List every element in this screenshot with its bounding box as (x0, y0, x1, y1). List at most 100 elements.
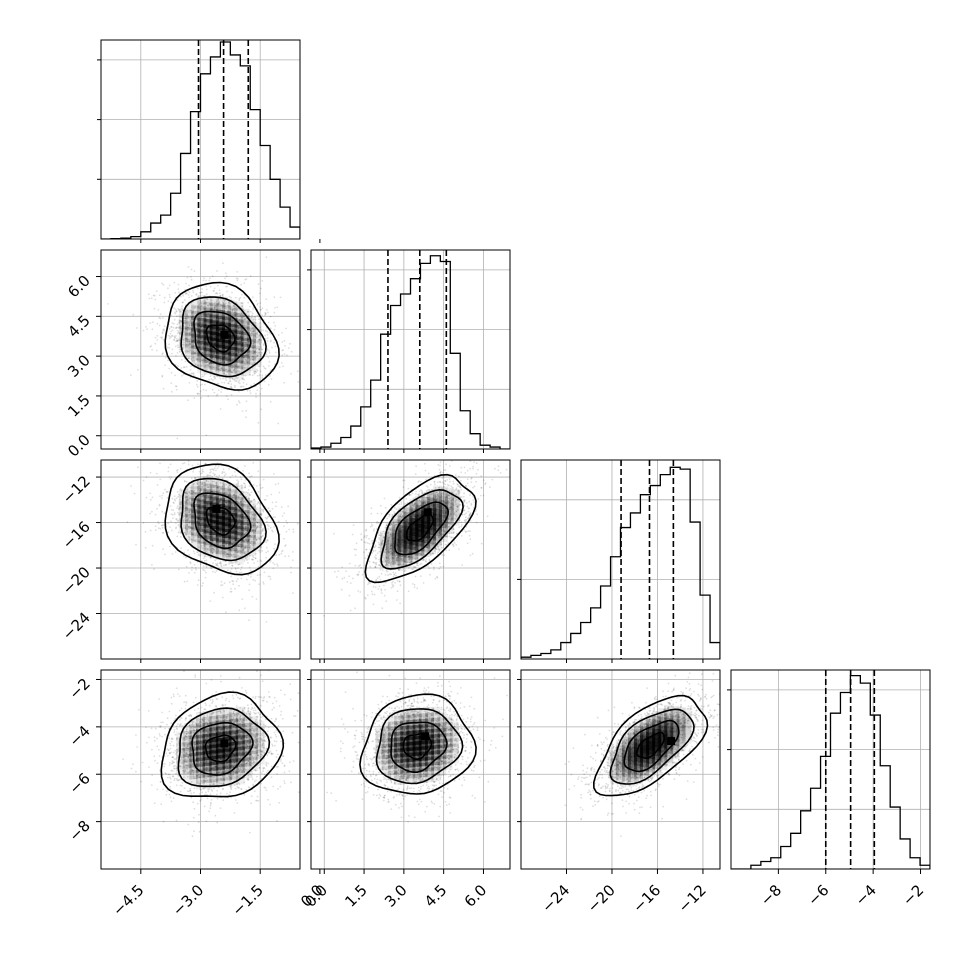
sample-point (277, 520, 280, 523)
sample-point (214, 292, 217, 295)
sample-point (241, 302, 244, 304)
sample-point (259, 321, 262, 324)
sample-point (245, 278, 248, 280)
sample-point (200, 291, 203, 294)
sample-point (337, 570, 340, 573)
sample-point (276, 564, 279, 567)
sample-point (218, 309, 221, 312)
sample-point (209, 487, 212, 490)
sample-point (171, 329, 174, 332)
sample-point (172, 517, 174, 519)
sample-point (163, 512, 166, 515)
sample-point (189, 309, 192, 312)
sample-point (255, 351, 258, 353)
sample-point (233, 366, 235, 369)
sample-point (171, 322, 174, 324)
sample-point (259, 513, 261, 516)
sample-point (207, 316, 209, 318)
sample-point (285, 530, 288, 533)
sample-point (266, 340, 269, 342)
sample-point (201, 376, 203, 378)
sample-point (167, 470, 170, 473)
sample-point (427, 565, 429, 568)
sample-point (292, 551, 294, 553)
sample-point (190, 372, 193, 375)
sample-point (257, 340, 259, 343)
sample-point (247, 324, 250, 326)
sample-point (242, 342, 244, 344)
sample-point (237, 338, 240, 340)
sample-point (167, 300, 170, 303)
sample-point (171, 334, 174, 337)
sample-point (235, 317, 238, 320)
sample-point (174, 312, 177, 315)
sample-point (238, 337, 241, 340)
sample-point (187, 454, 189, 456)
sample-point (199, 321, 202, 324)
sample-point (228, 320, 231, 322)
sample-point (222, 314, 225, 317)
sample-point (216, 486, 219, 488)
sample-point (221, 502, 223, 504)
sample-point (145, 476, 148, 478)
sample-point (253, 351, 256, 354)
sample-point (175, 385, 177, 388)
sample-point (191, 315, 194, 317)
sample-point (226, 557, 229, 559)
sample-point (254, 338, 257, 341)
density-cell (191, 322, 201, 332)
sample-point (419, 575, 422, 577)
sample-point (188, 340, 191, 343)
sample-point (220, 309, 223, 312)
sample-point (174, 374, 177, 377)
sample-point (259, 513, 261, 516)
sample-point (170, 476, 173, 478)
density-cell (253, 328, 262, 338)
sample-point (157, 522, 160, 525)
sample-point (189, 530, 192, 532)
sample-point (242, 346, 245, 348)
sample-point (241, 515, 244, 518)
sample-point (258, 349, 261, 351)
sample-point (185, 565, 188, 568)
density-cell (184, 338, 194, 348)
sample-point (232, 583, 235, 586)
sample-point (216, 375, 219, 378)
sample-point (220, 564, 222, 567)
sample-point (201, 321, 204, 324)
sample-point (262, 509, 264, 512)
sample-point (239, 314, 242, 317)
sample-point (237, 338, 240, 341)
sample-point (222, 493, 225, 495)
sample-point (236, 325, 238, 328)
sample-point (163, 328, 165, 330)
sample-point (218, 368, 220, 371)
sample-point (152, 294, 155, 297)
density-cell (222, 363, 232, 373)
sample-point (246, 353, 249, 356)
sample-point (179, 326, 182, 329)
sample-point (224, 453, 226, 455)
sample-point (213, 474, 216, 476)
sample-point (178, 513, 180, 516)
sample-point (176, 323, 179, 326)
sample-point (190, 358, 193, 361)
sample-point (174, 522, 177, 524)
sample-point (212, 570, 214, 573)
sample-point (259, 302, 262, 304)
sample-point (207, 313, 210, 315)
sample-point (249, 374, 252, 376)
sample-point (231, 324, 234, 327)
sample-point (201, 482, 204, 485)
sample-point (241, 377, 244, 380)
sample-point (254, 341, 256, 344)
sample-point (239, 296, 242, 299)
sample-point (187, 326, 190, 329)
sample-point (233, 503, 236, 506)
sample-point (269, 375, 271, 377)
density-cell (215, 310, 225, 319)
sample-point (195, 568, 198, 571)
sample-point (477, 469, 479, 471)
sample-point (192, 470, 195, 473)
sample-point (192, 483, 195, 486)
